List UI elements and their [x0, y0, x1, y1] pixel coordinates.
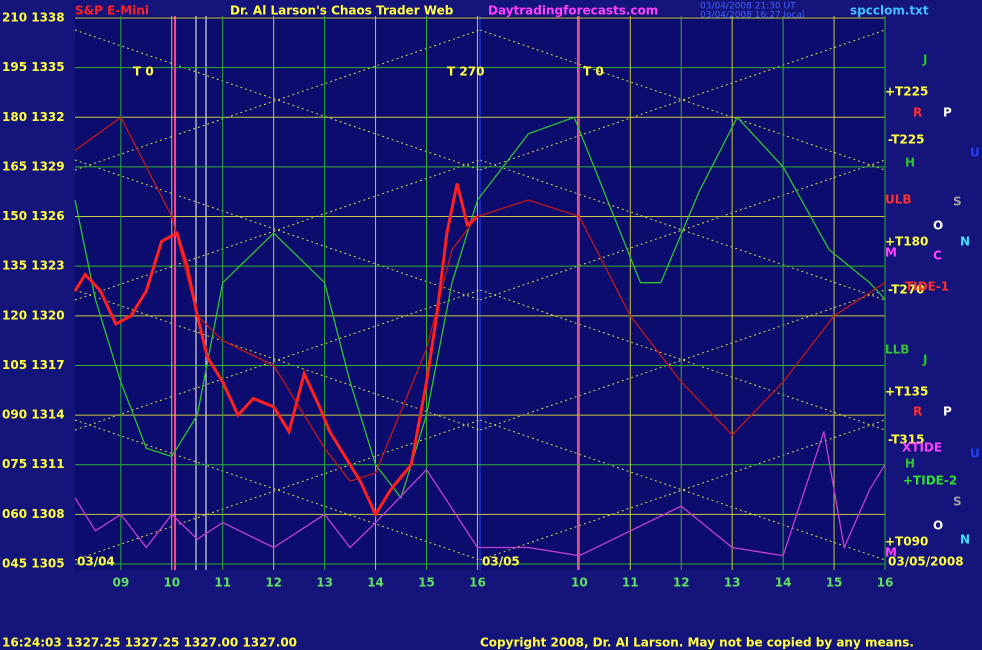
- annotation: -T315: [888, 433, 924, 447]
- annotation: -T270: [888, 283, 924, 297]
- series-line: [74, 116, 886, 500]
- x-tick-label: 15: [826, 576, 843, 590]
- annotation: J: [922, 53, 927, 67]
- annotation: N: [960, 533, 970, 547]
- y-tick-label: 180 1332: [2, 110, 65, 124]
- y-tick-label: 060 1308: [2, 507, 65, 521]
- x-tick-label: 14: [367, 576, 384, 590]
- annotation: T 270: [447, 65, 484, 79]
- annotation: +T090: [885, 535, 928, 549]
- y-tick-label: 120 1320: [2, 308, 65, 322]
- x-tick-label: 12: [673, 576, 690, 590]
- annotation: R: [913, 106, 922, 120]
- x-tick-label: 16: [877, 576, 894, 590]
- annotation: 03/04: [77, 555, 115, 569]
- header-file: spcclom.txt: [850, 4, 929, 18]
- header-title: Dr. Al Larson's Chaos Trader Web: [230, 4, 454, 18]
- annotation: H: [905, 156, 915, 170]
- x-tick-label: 13: [724, 576, 741, 590]
- y-tick-label: 195 1335: [2, 60, 65, 74]
- header-time-local: 03/04/2008 16:27 local: [700, 11, 805, 21]
- x-tick-label: 12: [265, 576, 282, 590]
- y-tick-label: 165 1329: [2, 159, 65, 173]
- copyright: Copyright 2008, Dr. Al Larson. May not b…: [480, 636, 914, 650]
- series-line: [73, 183, 479, 518]
- y-tick-label: 210 1338: [2, 11, 65, 25]
- annotation: J: [922, 353, 927, 367]
- annotation: 03/05: [482, 555, 520, 569]
- x-tick-label: 10: [571, 576, 588, 590]
- annotation: T 0: [133, 65, 154, 79]
- cycle-markers: [174, 16, 579, 570]
- annotation: -T225: [888, 133, 924, 147]
- y-tick-label: 090 1314: [2, 408, 65, 422]
- annotation: C: [933, 249, 942, 263]
- annotation: R: [913, 405, 922, 419]
- annotation: LLB: [885, 343, 909, 357]
- layer: 210 1338 195 1335 180 1332 165 1329 150 1326…: [2, 11, 980, 590]
- annotation: ULB: [885, 193, 912, 207]
- annotation: U: [970, 447, 980, 461]
- y-tick-label: 105 1317: [2, 358, 65, 372]
- annotation: N: [960, 235, 970, 249]
- header-time-ut: 03/04/2008 21:30 UT: [700, 2, 796, 12]
- header-symbol: S&P E-Mini: [75, 4, 149, 18]
- annotation: XTIDE: [902, 441, 942, 455]
- annotation: T 0: [583, 65, 604, 79]
- annotation: M: [885, 546, 897, 560]
- x-tick-label: 15: [418, 576, 435, 590]
- quote-status: 16:24:03 1327.25 1327.25 1327.00 1327.00: [2, 636, 297, 650]
- annotation: O: [933, 219, 943, 233]
- annotation: S: [953, 495, 962, 509]
- x-tick-label: 13: [316, 576, 333, 590]
- annotation: +T135: [885, 385, 928, 399]
- annotation: P: [943, 106, 952, 120]
- annotation: P: [943, 405, 952, 419]
- y-tick-label: 150 1326: [2, 209, 65, 223]
- annotation: TIDE-1: [905, 280, 949, 294]
- x-tick-label: 09: [112, 576, 129, 590]
- decor-lines: [74, 29, 886, 561]
- annotation: +TIDE-2: [903, 474, 957, 488]
- annotation: O: [933, 519, 943, 533]
- y-tick-label: 045 1305: [2, 557, 65, 571]
- y-tick-label: 135 1323: [2, 259, 65, 273]
- x-tick-label: 16: [469, 576, 486, 590]
- x-tick-label: 11: [214, 576, 231, 590]
- annotation: S: [953, 195, 962, 209]
- x-tick-label: 11: [622, 576, 639, 590]
- x-tick-label: 14: [775, 576, 792, 590]
- annotation: +T180: [885, 235, 928, 249]
- header-site: Daytradingforecasts.com: [488, 4, 658, 18]
- annotation: M: [885, 246, 897, 260]
- annotation: +T225: [885, 85, 928, 99]
- annotation: H: [905, 457, 915, 471]
- y-tick-label: 075 1311: [2, 457, 65, 471]
- x-tick-label: 10: [163, 576, 180, 590]
- annotation: U: [970, 146, 980, 160]
- annotation: 03/05/2008: [888, 555, 964, 569]
- series-line: [74, 431, 886, 557]
